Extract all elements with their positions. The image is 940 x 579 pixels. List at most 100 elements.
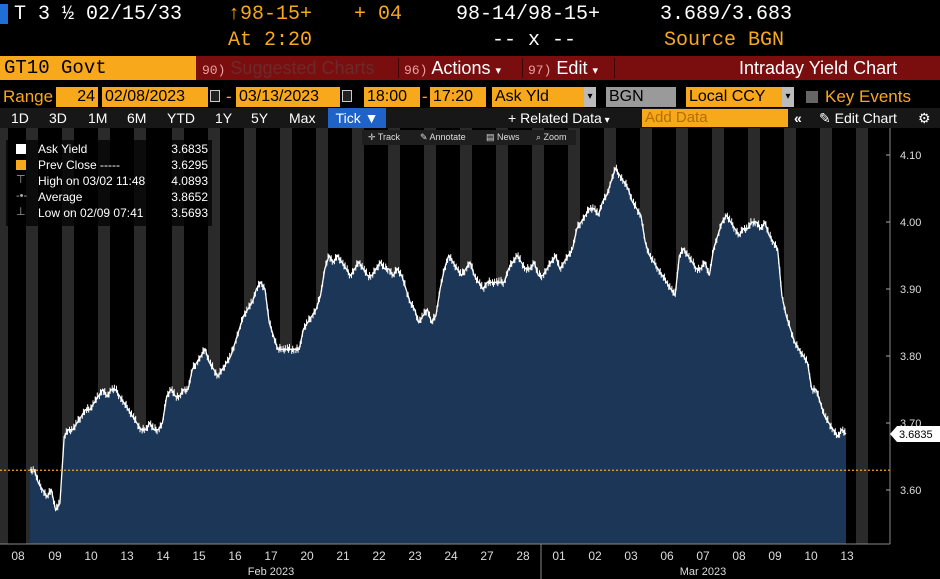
x-tick-label: 28: [516, 549, 530, 563]
edit-chart-label: Edit Chart: [834, 110, 897, 126]
legend-label: Ask Yield: [38, 142, 88, 156]
actions-number: 96): [404, 63, 428, 78]
x-tick-label: 02: [588, 549, 602, 563]
month-label-mar: Mar 2023: [680, 566, 726, 578]
caret-down-icon: ▾: [601, 115, 610, 126]
key-events-label: Key Events: [825, 87, 911, 106]
news-label: News: [497, 132, 520, 142]
track-label: Track: [377, 132, 401, 142]
collapse-icon[interactable]: «: [794, 110, 802, 126]
quote-size: -- x --: [492, 29, 577, 52]
edit-chart-button[interactable]: ✎ Edit Chart: [819, 108, 897, 128]
zoom-label: Zoom: [543, 132, 567, 142]
x-tick-label: 13: [840, 549, 854, 563]
tick-label: Tick: [335, 110, 361, 126]
last-value-flag: [890, 426, 940, 443]
pricing-source: Source BGN: [664, 29, 785, 52]
annotate-tool[interactable]: ✎ Annotate: [420, 130, 466, 145]
y-tick-label: 4.00: [900, 217, 921, 229]
tick-button[interactable]: Tick ▼: [328, 108, 386, 128]
actions-menu[interactable]: 96) Actions ▾: [404, 56, 501, 80]
legend-value: 3.5693: [171, 206, 208, 220]
track-icon: ✛: [368, 132, 378, 142]
x-tick-label: 20: [300, 549, 314, 563]
range-days-field[interactable]: 24: [56, 87, 98, 107]
legend-label: Average: [38, 190, 83, 204]
x-tick-label: 06: [660, 549, 674, 563]
start-date-field[interactable]: 02/08/2023: [102, 87, 208, 107]
chart-parameters: Range 24 02/08/2023 - 03/13/2023 18:00 -…: [0, 86, 940, 108]
gear-icon[interactable]: ⚙: [918, 110, 931, 126]
calendar-icon[interactable]: [342, 90, 352, 102]
key-events-checkbox[interactable]: [806, 91, 818, 103]
x-tick-label: 09: [768, 549, 782, 563]
chevron-down-icon[interactable]: ▾: [584, 87, 596, 107]
x-tick-label: 27: [480, 549, 494, 563]
x-tick-label: 17: [264, 549, 278, 563]
high-marker-icon: ⊤: [16, 174, 26, 186]
legend-prev-close[interactable]: Prev Close ----- 3.6295: [6, 157, 212, 173]
source-field[interactable]: BGN: [606, 87, 676, 107]
calendar-icon[interactable]: [210, 90, 220, 102]
x-tick-label: 03: [624, 549, 638, 563]
session-gap-band: [0, 128, 8, 544]
suggested-charts-menu[interactable]: 90) Suggested Charts: [202, 56, 375, 80]
bid-ask-price: 98-14/98-15+: [456, 3, 601, 26]
zoom-tool[interactable]: ⌕ Zoom: [536, 130, 567, 145]
legend-value: 3.6295: [171, 158, 208, 172]
period-1y[interactable]: 1Y: [215, 110, 233, 126]
menu-divider: [614, 58, 615, 78]
legend-low: ⊥ Low on 02/09 07:41 3.5693: [6, 205, 212, 221]
related-data-menu[interactable]: + Related Data ▾: [508, 108, 610, 128]
suggested-label: Suggested Charts: [230, 58, 375, 78]
security-field[interactable]: GT10 Govt: [0, 56, 196, 80]
quote-header: T 3 ½ 02/15/33 ↑98-15+ + 04 98-14/98-15+…: [0, 0, 940, 56]
x-tick-label: 24: [444, 549, 458, 563]
menu-divider: [522, 58, 523, 78]
orange-swatch-icon: [16, 160, 26, 170]
range-label: Range: [3, 87, 54, 106]
date-separator: -: [226, 87, 232, 106]
caret-down-icon: ▾: [592, 65, 598, 77]
triangle-down-icon: ▼: [364, 110, 379, 126]
tick-wicks: [30, 164, 846, 511]
edit-number: 97): [528, 63, 552, 78]
legend-ask-yield[interactable]: Ask Yield 3.6835: [6, 141, 212, 157]
news-tool[interactable]: ▤ News: [486, 130, 520, 145]
period-3d[interactable]: 3D: [49, 110, 67, 126]
x-tick-label: 01: [552, 549, 566, 563]
last-value-label: 3.6835: [899, 429, 933, 441]
average-marker-icon: -•-: [16, 190, 28, 202]
x-tick-label: 10: [84, 549, 98, 563]
legend-value: 4.0893: [171, 174, 208, 188]
legend-label: Prev Close -----: [38, 158, 121, 172]
edit-menu[interactable]: 97) Edit ▾: [528, 56, 598, 80]
period-1m[interactable]: 1M: [88, 110, 108, 126]
x-tick-label: 14: [156, 549, 170, 563]
x-tick-label: 22: [372, 549, 386, 563]
security-marker: [0, 4, 8, 24]
add-data-input[interactable]: Add Data: [642, 109, 788, 127]
period-max[interactable]: Max: [289, 110, 316, 126]
chevron-down-icon[interactable]: ▾: [782, 87, 794, 107]
chart-legend: Ask Yield 3.6835 Prev Close ----- 3.6295…: [6, 140, 212, 226]
low-marker-icon: ⊥: [16, 206, 26, 218]
currency-select[interactable]: Local CCY: [686, 87, 782, 107]
track-tool[interactable]: ✛ Track: [368, 130, 400, 145]
period-ytd[interactable]: YTD: [167, 110, 195, 126]
ticker-label: T 3 ½ 02/15/33: [14, 3, 183, 26]
field-select[interactable]: Ask Yld: [492, 87, 584, 107]
period-5y[interactable]: 5Y: [251, 110, 269, 126]
end-time-field[interactable]: 17:20: [430, 87, 486, 107]
quote-time: At 2:20: [228, 29, 313, 52]
y-tick-label: 3.90: [900, 284, 921, 296]
y-tick-label: 3.60: [900, 485, 921, 497]
end-date-field[interactable]: 03/13/2023: [236, 87, 340, 107]
white-swatch-icon: [16, 144, 26, 154]
x-tick-label: 08: [732, 549, 746, 563]
x-tick-label: 15: [192, 549, 206, 563]
start-time-field[interactable]: 18:00: [364, 87, 420, 107]
y-tick-label: 3.80: [900, 351, 921, 363]
period-6m[interactable]: 6M: [127, 110, 147, 126]
period-1d[interactable]: 1D: [11, 110, 29, 126]
